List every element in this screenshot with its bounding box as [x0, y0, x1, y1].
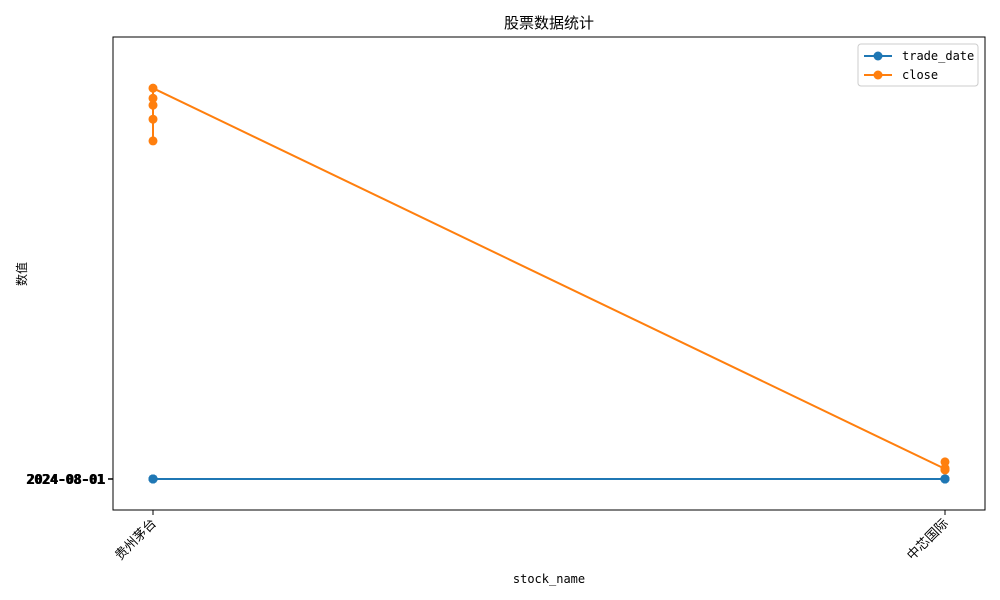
legend-marker-trade-date — [873, 51, 883, 61]
y-tick-label-0: 2024-08-01 — [26, 473, 104, 488]
data-point-close-0 — [148, 114, 158, 124]
x-tick-label-0: 贵州茅台 — [112, 516, 159, 563]
plot-area — [148, 83, 950, 484]
legend-label-close: close — [902, 68, 938, 82]
y-axis-label: 数值 — [14, 262, 29, 286]
data-point-close-8 — [940, 457, 950, 467]
data-point-trade-date-9 — [940, 474, 950, 484]
data-point-trade-date-4 — [148, 474, 158, 484]
data-point-close-1 — [148, 100, 158, 110]
data-point-close-9 — [940, 465, 950, 475]
y-tick-label-0-overlap-2: 2024-08-01 — [27, 473, 105, 488]
data-point-close-4 — [148, 83, 158, 93]
chart-title: 股票数据统计 — [504, 14, 594, 32]
data-point-close-3 — [148, 93, 158, 103]
x-axis-label: stock_name — [513, 572, 585, 586]
plot-frame — [112, 36, 986, 511]
x-tick-label-1: 中芯国际 — [904, 516, 951, 563]
y-tick-label-0-overlap-1: 2024-08-01 — [27, 473, 105, 488]
legend-marker-close — [873, 70, 883, 80]
data-point-close-2 — [148, 136, 158, 146]
series-line-close — [152, 87, 946, 471]
legend-label-trade-date: trade_date — [902, 49, 974, 63]
